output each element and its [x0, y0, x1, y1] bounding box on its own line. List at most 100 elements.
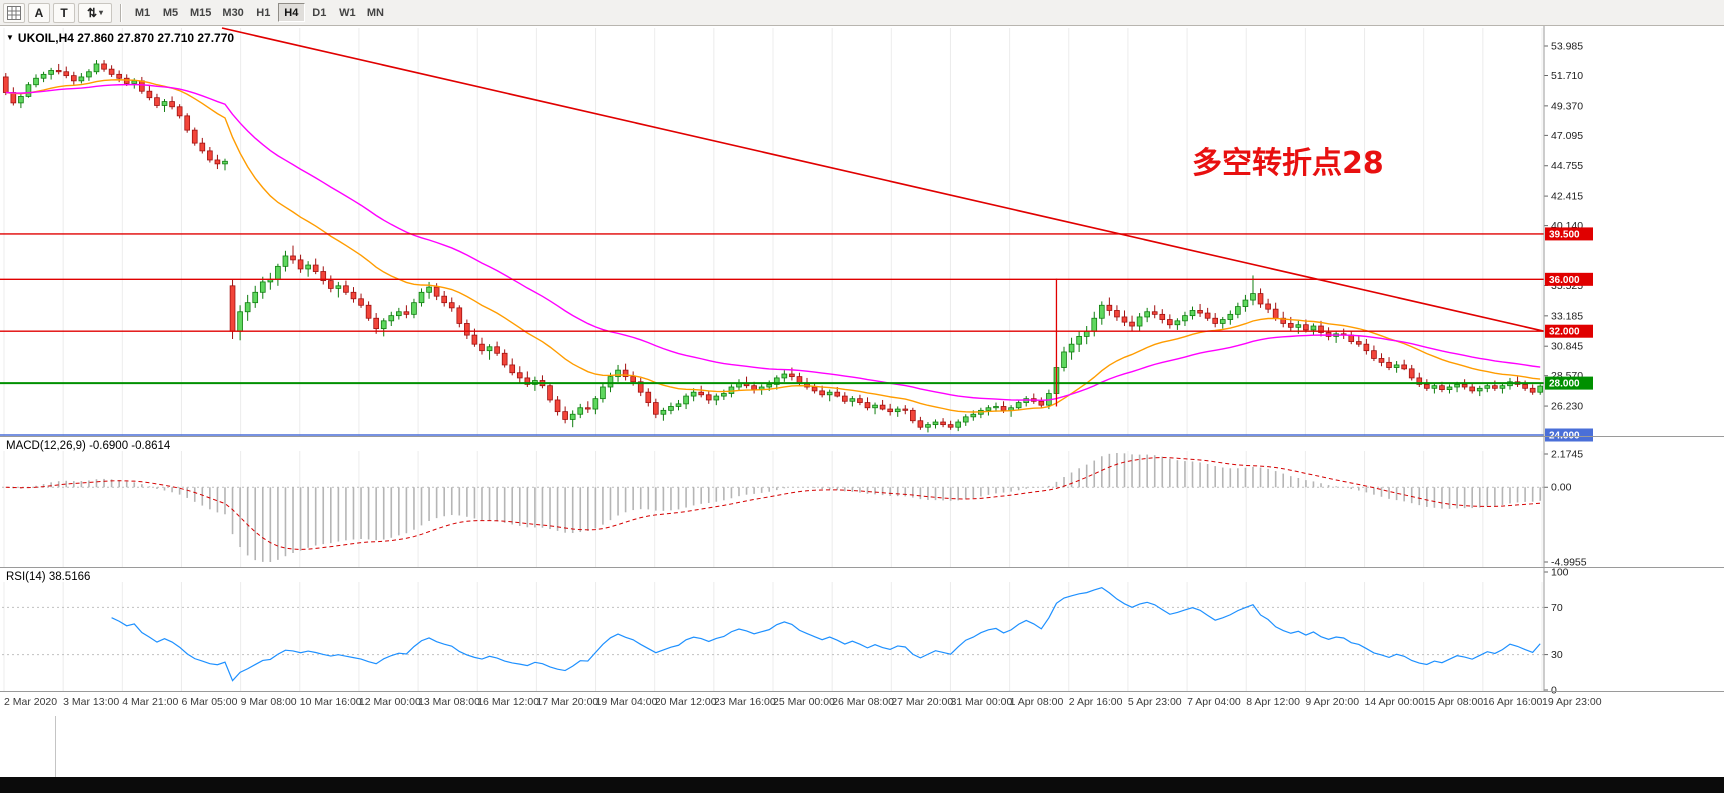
bottom-bar [0, 777, 1724, 793]
ohlc-text: UKOIL,H4 27.860 27.870 27.710 27.770 [17, 31, 235, 45]
chart-profile-icon[interactable] [3, 2, 25, 23]
timeframe-button-m1[interactable]: M1 [129, 3, 156, 22]
candle-body [1068, 343, 1075, 353]
candle-body [169, 101, 175, 108]
candle-body [826, 391, 833, 396]
grid-lines [3, 28, 1543, 691]
candle-body [373, 317, 379, 330]
rsi-axis-label: 0 [1551, 685, 1557, 697]
arrows-icon: ⇅ [86, 5, 98, 20]
timeframe-button-h1[interactable]: H1 [250, 3, 277, 22]
timeframe-button-h4[interactable]: H4 [277, 3, 305, 22]
candle-body [1492, 385, 1498, 389]
main-toolbar: A T ⇅ ▾ M1 M5 M15 M30 H1 H4 D1 W1 MN [0, 0, 1724, 26]
dropdown-caret-icon: ▾ [99, 8, 104, 17]
trend-line[interactable] [221, 27, 1545, 332]
time-axis-label: 3 Mar 13:00 [63, 696, 119, 708]
time-axis: 2 Mar 2020 3 Mar 13:00 4 Mar 21:00 6 Mar 05… [4, 696, 1602, 708]
candle-body [879, 404, 886, 410]
macd-axis-label: 2.1745 [1551, 449, 1583, 461]
candle-body [1121, 316, 1128, 323]
candle-body [819, 390, 825, 396]
ma-slow-line [5, 83, 1541, 401]
price-line-badge-label: 39.500 [1549, 229, 1580, 240]
candle-body [955, 421, 962, 428]
price-line-badge [1545, 428, 1593, 442]
candle-body [426, 286, 432, 293]
time-axis-label: 19 Mar 04:00 [596, 696, 658, 708]
candle-body [93, 63, 100, 73]
candle-body [970, 413, 977, 418]
candle-body [1469, 386, 1476, 392]
candle-body [229, 285, 236, 332]
candle-body [86, 71, 92, 78]
candle-body [1431, 385, 1438, 389]
candle-body [456, 307, 463, 324]
candle-body [1401, 364, 1407, 370]
candle-body [1136, 316, 1143, 327]
candle-body [547, 385, 553, 401]
time-axis-label: 27 Mar 20:00 [891, 696, 953, 708]
candle-body [479, 343, 485, 352]
timeframe-button-w1[interactable]: W1 [334, 3, 361, 22]
time-axis-label: 14 Apr 00:00 [1365, 696, 1425, 708]
candle-body [297, 259, 304, 270]
candle-body [312, 264, 319, 272]
candle-body [789, 373, 795, 378]
text-tool-button[interactable]: A [28, 2, 50, 23]
collapse-triangle-icon[interactable]: ▼ [6, 33, 14, 42]
candle-body [962, 416, 969, 423]
candle-body [705, 394, 712, 401]
time-axis-label: 26 Mar 08:00 [832, 696, 894, 708]
candle-body [1303, 324, 1309, 331]
candle-body [464, 323, 470, 336]
candle-body [1355, 341, 1362, 345]
candle-body [766, 384, 773, 388]
candle-body [275, 265, 281, 280]
candle-body [70, 75, 77, 82]
candle-body [1197, 310, 1203, 314]
candle-body [1529, 387, 1536, 393]
candle-body [645, 391, 652, 403]
time-axis-label: 16 Mar 12:00 [477, 696, 539, 708]
time-axis-label: 17 Mar 20:00 [536, 696, 598, 708]
toolbar-separator [120, 3, 121, 22]
rsi-axis-label: 100 [1551, 567, 1569, 579]
candle-body [433, 286, 440, 297]
chart-annotation[interactable]: 多空转折点28 [1192, 146, 1384, 181]
candles-layer [2, 60, 1544, 433]
timeframe-button-d1[interactable]: D1 [306, 3, 333, 22]
candle-body [305, 264, 311, 270]
candle-body [864, 402, 871, 409]
price-line-badge [1545, 324, 1593, 338]
timeframe-button-m30[interactable]: M30 [217, 3, 248, 22]
candle-body [1000, 406, 1007, 411]
ma-fast-line [5, 79, 1541, 413]
candle-body [1106, 304, 1113, 311]
cursor-tools-button[interactable]: ⇅ ▾ [78, 2, 112, 23]
candle-body [290, 255, 296, 261]
candle-body [660, 409, 667, 415]
candle-body [584, 407, 591, 410]
label-tool-button[interactable]: T [53, 2, 75, 23]
candle-body [1295, 324, 1302, 328]
candle-body [1015, 402, 1022, 409]
candle-body [1378, 358, 1385, 363]
candle-body [108, 68, 115, 75]
candle-body [494, 346, 500, 354]
timeframe-button-m5[interactable]: M5 [157, 3, 184, 22]
candle-body [1476, 387, 1483, 392]
chart-canvas[interactable]: 53.98551.71049.37047.09544.75542.41540.1… [0, 26, 1724, 793]
timeframe-button-m15[interactable]: M15 [185, 3, 216, 22]
candle-body [358, 298, 364, 306]
timeframe-button-mn[interactable]: MN [362, 3, 389, 22]
candle-body [486, 346, 493, 352]
time-axis-label: 13 Mar 08:00 [418, 696, 480, 708]
candle-body [1227, 313, 1234, 320]
candle-body [781, 373, 788, 379]
candle-body [630, 376, 636, 383]
candle-body [1159, 313, 1166, 320]
candle-body [1144, 311, 1150, 318]
candle-body [910, 409, 916, 422]
